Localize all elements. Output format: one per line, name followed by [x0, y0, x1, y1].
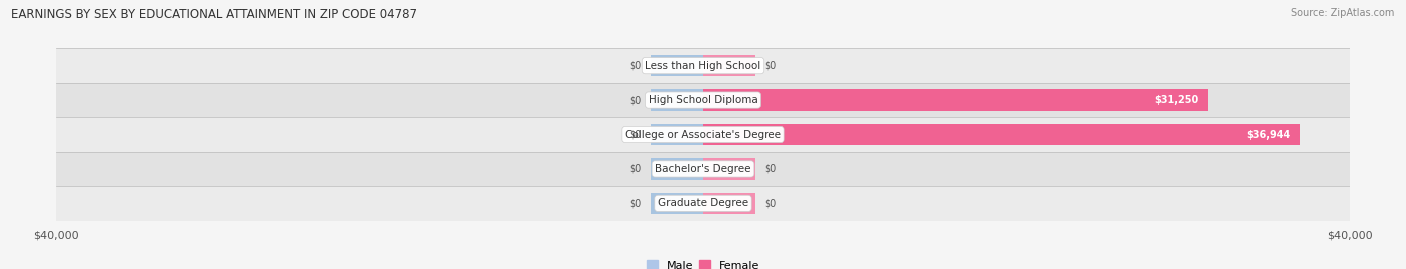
Bar	[651, 89, 703, 111]
Text: $0: $0	[765, 61, 776, 71]
Bar	[703, 158, 755, 180]
Text: $0: $0	[630, 198, 641, 208]
Text: $0: $0	[630, 95, 641, 105]
Legend: Male, Female: Male, Female	[643, 256, 763, 269]
Bar	[651, 193, 703, 214]
Bar	[703, 193, 755, 214]
Bar	[651, 158, 703, 180]
Bar	[651, 55, 703, 76]
Text: Source: ZipAtlas.com: Source: ZipAtlas.com	[1291, 8, 1395, 18]
Text: EARNINGS BY SEX BY EDUCATIONAL ATTAINMENT IN ZIP CODE 04787: EARNINGS BY SEX BY EDUCATIONAL ATTAINMEN…	[11, 8, 418, 21]
Text: $0: $0	[630, 129, 641, 140]
Text: $0: $0	[630, 61, 641, 71]
Bar	[56, 48, 1350, 83]
Bar	[56, 152, 1350, 186]
Bar	[703, 89, 1208, 111]
Text: Graduate Degree: Graduate Degree	[658, 198, 748, 208]
Text: College or Associate's Degree: College or Associate's Degree	[626, 129, 780, 140]
Text: $0: $0	[630, 164, 641, 174]
Text: $0: $0	[765, 198, 776, 208]
Bar	[56, 186, 1350, 221]
Text: Bachelor's Degree: Bachelor's Degree	[655, 164, 751, 174]
Bar	[703, 55, 755, 76]
Bar	[703, 124, 1301, 145]
Bar	[651, 124, 703, 145]
Bar	[56, 117, 1350, 152]
Text: $0: $0	[765, 164, 776, 174]
Text: Less than High School: Less than High School	[645, 61, 761, 71]
Text: $36,944: $36,944	[1246, 129, 1291, 140]
Text: High School Diploma: High School Diploma	[648, 95, 758, 105]
Text: $31,250: $31,250	[1154, 95, 1198, 105]
Bar	[56, 83, 1350, 117]
